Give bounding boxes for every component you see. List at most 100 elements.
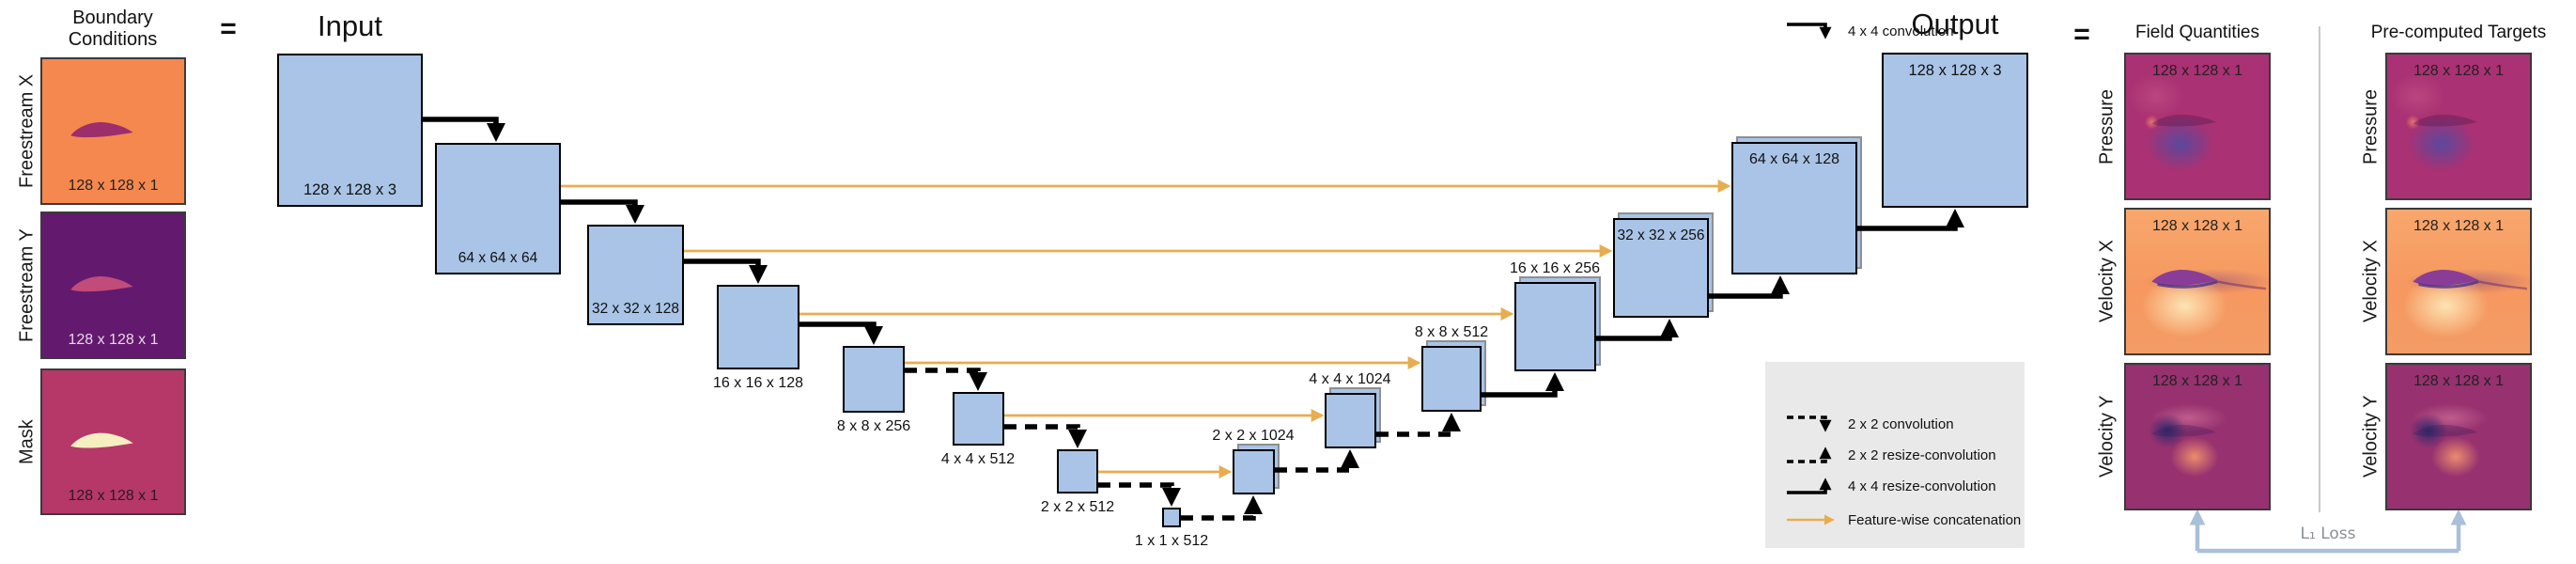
- legend-item-resize44: 4 x 4 resize-convolution: [1784, 475, 1996, 497]
- decoder-box-64: 64 x 64 x 128: [1731, 142, 1857, 274]
- box-dims: 8 x 8 x 512: [1414, 324, 1489, 340]
- velocity-x-target-image: 128 x 128 x 1: [2385, 208, 2532, 355]
- bottleneck-box-1: [1162, 508, 1181, 527]
- velocity-x-field: [2151, 269, 2267, 290]
- output-box: 128 x 128 x 3: [1882, 53, 2028, 208]
- boundary-title-line2: Conditions: [68, 29, 158, 50]
- airfoil-shape: [70, 276, 133, 292]
- row-label-velocity-y-fq: Velocity Y: [2096, 395, 2118, 478]
- pressure-field: [2151, 114, 2216, 127]
- box-dims: 32 x 32 x 128: [591, 301, 680, 317]
- box-dims: 2 x 2 x 512: [1040, 499, 1115, 515]
- pressure-fq-dims: 128 x 128 x 1: [2151, 63, 2243, 79]
- airfoil-shape: [2151, 114, 2216, 127]
- encoder-box-4: [953, 392, 1004, 446]
- airfoil-shape: [2151, 269, 2218, 287]
- encoder-box-32: 32 x 32 x 128: [587, 225, 684, 325]
- legend-label: 2 x 2 resize-convolution: [1848, 446, 1996, 463]
- wake-trail: [2217, 280, 2267, 290]
- freestream-x-dims: 128 x 128 x 1: [68, 178, 159, 194]
- velocity-x-prediction-image: 128 x 128 x 1: [2124, 208, 2271, 355]
- legend-label: 4 x 4 convolution: [1848, 23, 1954, 39]
- decoder-box-16: [1514, 282, 1596, 371]
- row-label-freestream-y: Freestream Y: [16, 228, 38, 342]
- velocity-x-fq-dims: 128 x 128 x 1: [2151, 218, 2243, 234]
- row-label-velocity-x-fq: Velocity X: [2096, 240, 2118, 323]
- box-dims: 16 x 16 x 256: [1509, 260, 1601, 276]
- encoder-box-2: [1057, 449, 1098, 494]
- encoder-box-64: 64 x 64 x 64: [435, 143, 561, 274]
- velocity-y-fq-dims: 128 x 128 x 1: [2151, 373, 2243, 389]
- box-dims: 64 x 64 x 64: [458, 250, 538, 266]
- mask-image: 128 x 128 x 1: [40, 368, 186, 515]
- freestream-y-dims: 128 x 128 x 1: [68, 332, 159, 348]
- velocity-x-field: [2413, 269, 2528, 290]
- row-label-freestream-x: Freestream X: [16, 73, 38, 189]
- legend-item-conv44: 4 x 4 convolution: [1784, 20, 1954, 42]
- pressure-prediction-image: 128 x 128 x 1: [2124, 53, 2271, 200]
- resize44-glyph: [1787, 478, 1832, 494]
- wake-line: [2418, 280, 2479, 289]
- velocity-y-prediction-image: 128 x 128 x 1: [2124, 363, 2271, 510]
- row-label-pressure-pt: Pressure: [2360, 88, 2382, 164]
- decoder-box-8: [1421, 346, 1482, 412]
- equals-right: =: [2073, 19, 2090, 50]
- freestream-y-image: 128 x 128 x 1: [40, 212, 186, 359]
- legend-item-conv22: 2 x 2 convolution: [1784, 413, 1954, 435]
- box-dims: 64 x 64 x 128: [1748, 151, 1840, 167]
- encoder-box-16: [717, 285, 799, 369]
- legend-item-concat: Feature-wise concatenation: [1784, 509, 2021, 531]
- airfoil-shape: [70, 432, 133, 448]
- encoder-box-input: 128 x 128 x 3: [277, 54, 423, 207]
- wake-line: [2157, 280, 2218, 289]
- freestream-x-image: 128 x 128 x 1: [40, 57, 186, 205]
- box-dims: 4 x 4 x 1024: [1309, 371, 1391, 387]
- airfoil-shape: [2413, 114, 2477, 127]
- concat-glyph: [1787, 514, 1835, 525]
- legend-item-resize22: 2 x 2 resize-convolution: [1784, 444, 1996, 466]
- row-label-mask: Mask: [16, 419, 38, 464]
- box-dims: 128 x 128 x 3: [303, 181, 397, 198]
- decoder-box-32: 32 x 32 x 256: [1613, 218, 1709, 318]
- legend-label: Feature-wise concatenation: [1848, 511, 2022, 528]
- equals-left: =: [220, 13, 237, 44]
- box-dims: 8 x 8 x 256: [836, 418, 911, 434]
- output-title: Output: [1911, 8, 1999, 40]
- airfoil-shape: [2413, 269, 2479, 287]
- legend: 4 x 4 convolution 2 x 2 convolution 2 x …: [1765, 23, 2025, 548]
- airfoil-shape: [2413, 424, 2477, 437]
- field-quantities-title: Field Quantities: [2134, 23, 2259, 42]
- velocity-y-target-image: 128 x 128 x 1: [2385, 363, 2532, 510]
- boundary-title-line1: Boundary: [72, 8, 153, 28]
- legend-label: 2 x 2 convolution: [1848, 415, 1954, 432]
- velocity-y-field: [2413, 424, 2477, 437]
- box-dims: 16 x 16 x 128: [712, 375, 804, 391]
- velocity-y-field: [2151, 424, 2216, 437]
- box-dims: 32 x 32 x 256: [1617, 227, 1705, 243]
- mask-dims: 128 x 128 x 1: [68, 488, 159, 504]
- pressure-pt-dims: 128 x 128 x 1: [2413, 63, 2505, 79]
- box-dims: 4 x 4 x 512: [940, 451, 1016, 467]
- encoder-box-8: [843, 346, 905, 413]
- airfoil-shape: [70, 122, 133, 138]
- freestream-y-field: [42, 213, 184, 357]
- velocity-x-pt-dims: 128 x 128 x 1: [2413, 218, 2505, 234]
- boundary-conditions-title: Boundary Conditions: [38, 8, 188, 51]
- conv44-glyph: [1787, 23, 1832, 39]
- conv22-glyph: [1787, 415, 1832, 432]
- decoder-box-2: [1233, 449, 1275, 494]
- decoder-box-4: [1325, 393, 1376, 448]
- pressure-field: [2413, 114, 2477, 127]
- mask-field: [42, 370, 184, 513]
- pressure-target-image: 128 x 128 x 1: [2385, 53, 2532, 200]
- row-label-pressure-fq: Pressure: [2096, 88, 2118, 164]
- box-dims: 2 x 2 x 1024: [1212, 428, 1295, 444]
- row-label-velocity-x-pt: Velocity X: [2360, 240, 2382, 323]
- l1-loss-label: L₁ Loss: [2300, 525, 2356, 543]
- resize22-glyph: [1787, 446, 1832, 463]
- precomputed-targets-title: Pre-computed Targets: [2370, 23, 2547, 42]
- box-dims: 128 x 128 x 3: [1908, 62, 2002, 79]
- wake-trail: [2478, 280, 2528, 290]
- airfoil-shape: [2151, 424, 2216, 437]
